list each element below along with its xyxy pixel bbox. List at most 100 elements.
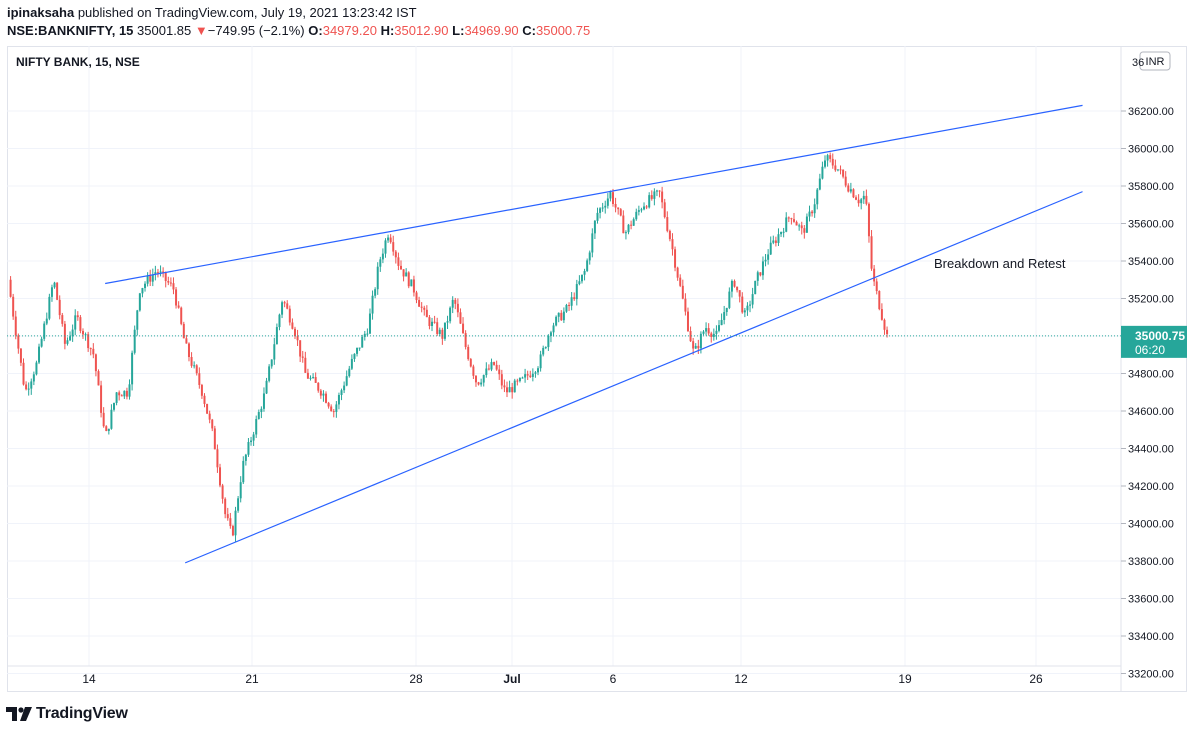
candle-body: [293, 328, 296, 337]
candle-body: [195, 365, 198, 374]
candle-body: [575, 284, 578, 300]
candle-body: [697, 345, 700, 349]
candle-body: [707, 328, 710, 334]
candle-body: [348, 368, 351, 377]
candle-body: [167, 281, 170, 283]
candle-body: [583, 271, 586, 275]
candle-body: [361, 336, 364, 348]
candle-body: [113, 402, 116, 410]
candle-body: [712, 333, 715, 337]
candle-body: [485, 368, 488, 376]
candle-body: [144, 283, 147, 289]
candle-body: [340, 390, 343, 395]
candle-body: [591, 233, 594, 253]
candle-body: [123, 390, 126, 397]
trendlines[interactable]: [105, 104, 1083, 564]
candle-body: [601, 207, 604, 209]
candle-body: [418, 300, 421, 307]
candle-body: [30, 381, 33, 389]
candle-body: [371, 295, 374, 314]
candle-body: [674, 249, 677, 268]
candle-body: [45, 318, 48, 324]
close-value: 35000.75: [536, 23, 591, 38]
candle-body: [327, 402, 330, 407]
breakdown-annotation[interactable]: Breakdown and Retest: [934, 256, 1066, 271]
candle-body: [612, 192, 615, 205]
candle-body: [229, 518, 232, 527]
candle-body: [619, 209, 622, 216]
price-chart[interactable]: 33200.00 33400.00 33600.00 33800.00 34000.00…: [7, 46, 1187, 692]
chart-header: ipinaksaha published on TradingView.com,…: [0, 0, 1200, 44]
candle-body: [480, 382, 483, 385]
candle-body: [182, 323, 185, 339]
candle-body: [513, 380, 516, 393]
candle-body: [728, 291, 731, 308]
candle-body: [622, 215, 625, 234]
last-price-tag-value: 35000.75: [1135, 329, 1185, 343]
candle-body: [402, 269, 405, 277]
candle-body: [193, 365, 196, 367]
candle-body: [175, 289, 178, 306]
y-tick-label: 33600.00: [1128, 594, 1174, 606]
candle-body: [849, 189, 852, 192]
candle-body: [48, 296, 51, 319]
candle-body: [467, 346, 470, 360]
candle-body: [436, 322, 439, 334]
candle-body: [761, 261, 764, 276]
grid: [7, 46, 1121, 674]
candle-body: [50, 287, 53, 297]
countdown-timer: 06:20: [1135, 343, 1165, 357]
legend-title[interactable]: NIFTY BANK, 15, NSE: [16, 55, 140, 69]
candle-body: [715, 330, 718, 334]
tradingview-logo[interactable]: TradingView: [6, 704, 128, 724]
currency-badge[interactable]: INR: [1139, 51, 1171, 71]
candle-body: [648, 195, 651, 208]
candle-body: [549, 332, 552, 336]
low-label: L:: [452, 23, 465, 38]
candle-body: [9, 279, 12, 297]
trendline-lower[interactable]: [184, 191, 1083, 564]
y-tick-label: 36000.00: [1128, 144, 1174, 156]
candle-body: [190, 357, 193, 366]
y-tick-label: 33400.00: [1128, 631, 1174, 643]
candle-body: [43, 323, 46, 339]
candle-body: [296, 336, 299, 341]
candle-body: [211, 419, 214, 429]
candle-body: [81, 330, 84, 335]
candle-body: [379, 259, 382, 267]
candle-body: [508, 387, 511, 393]
candle-body: [397, 257, 400, 266]
candle-body: [92, 348, 95, 355]
candles: [9, 152, 889, 542]
x-tick-label: 6: [610, 672, 617, 686]
candle-body: [239, 482, 242, 499]
candle-body: [474, 375, 477, 383]
tradingview-logo-icon: [6, 707, 32, 721]
candle-body: [149, 275, 152, 282]
candle-body: [162, 271, 165, 273]
y-tick-label: 36200.00: [1128, 106, 1174, 118]
candle-body: [38, 346, 41, 363]
x-tick-label: 19: [898, 672, 912, 686]
trendline-upper[interactable]: [105, 104, 1083, 285]
candle-body: [281, 302, 284, 315]
x-tick-label: 12: [734, 672, 748, 686]
candle-body: [503, 385, 506, 388]
candle-body: [805, 216, 808, 233]
candle-body: [389, 237, 392, 243]
candle-body: [343, 385, 346, 391]
candle-body: [97, 371, 100, 386]
candle-body: [203, 395, 206, 404]
candle-body: [76, 315, 79, 318]
candle-body: [769, 242, 772, 255]
candle-body: [684, 298, 687, 312]
candle-body: [102, 412, 105, 427]
y-tick-label: 35800.00: [1128, 181, 1174, 193]
candle-body: [368, 313, 371, 334]
candle-body: [198, 373, 201, 385]
candle-body: [596, 212, 599, 221]
author-name[interactable]: ipinaksaha: [7, 5, 75, 20]
candle-body: [534, 372, 537, 374]
candle-body: [658, 190, 661, 192]
candle-body: [875, 281, 878, 292]
